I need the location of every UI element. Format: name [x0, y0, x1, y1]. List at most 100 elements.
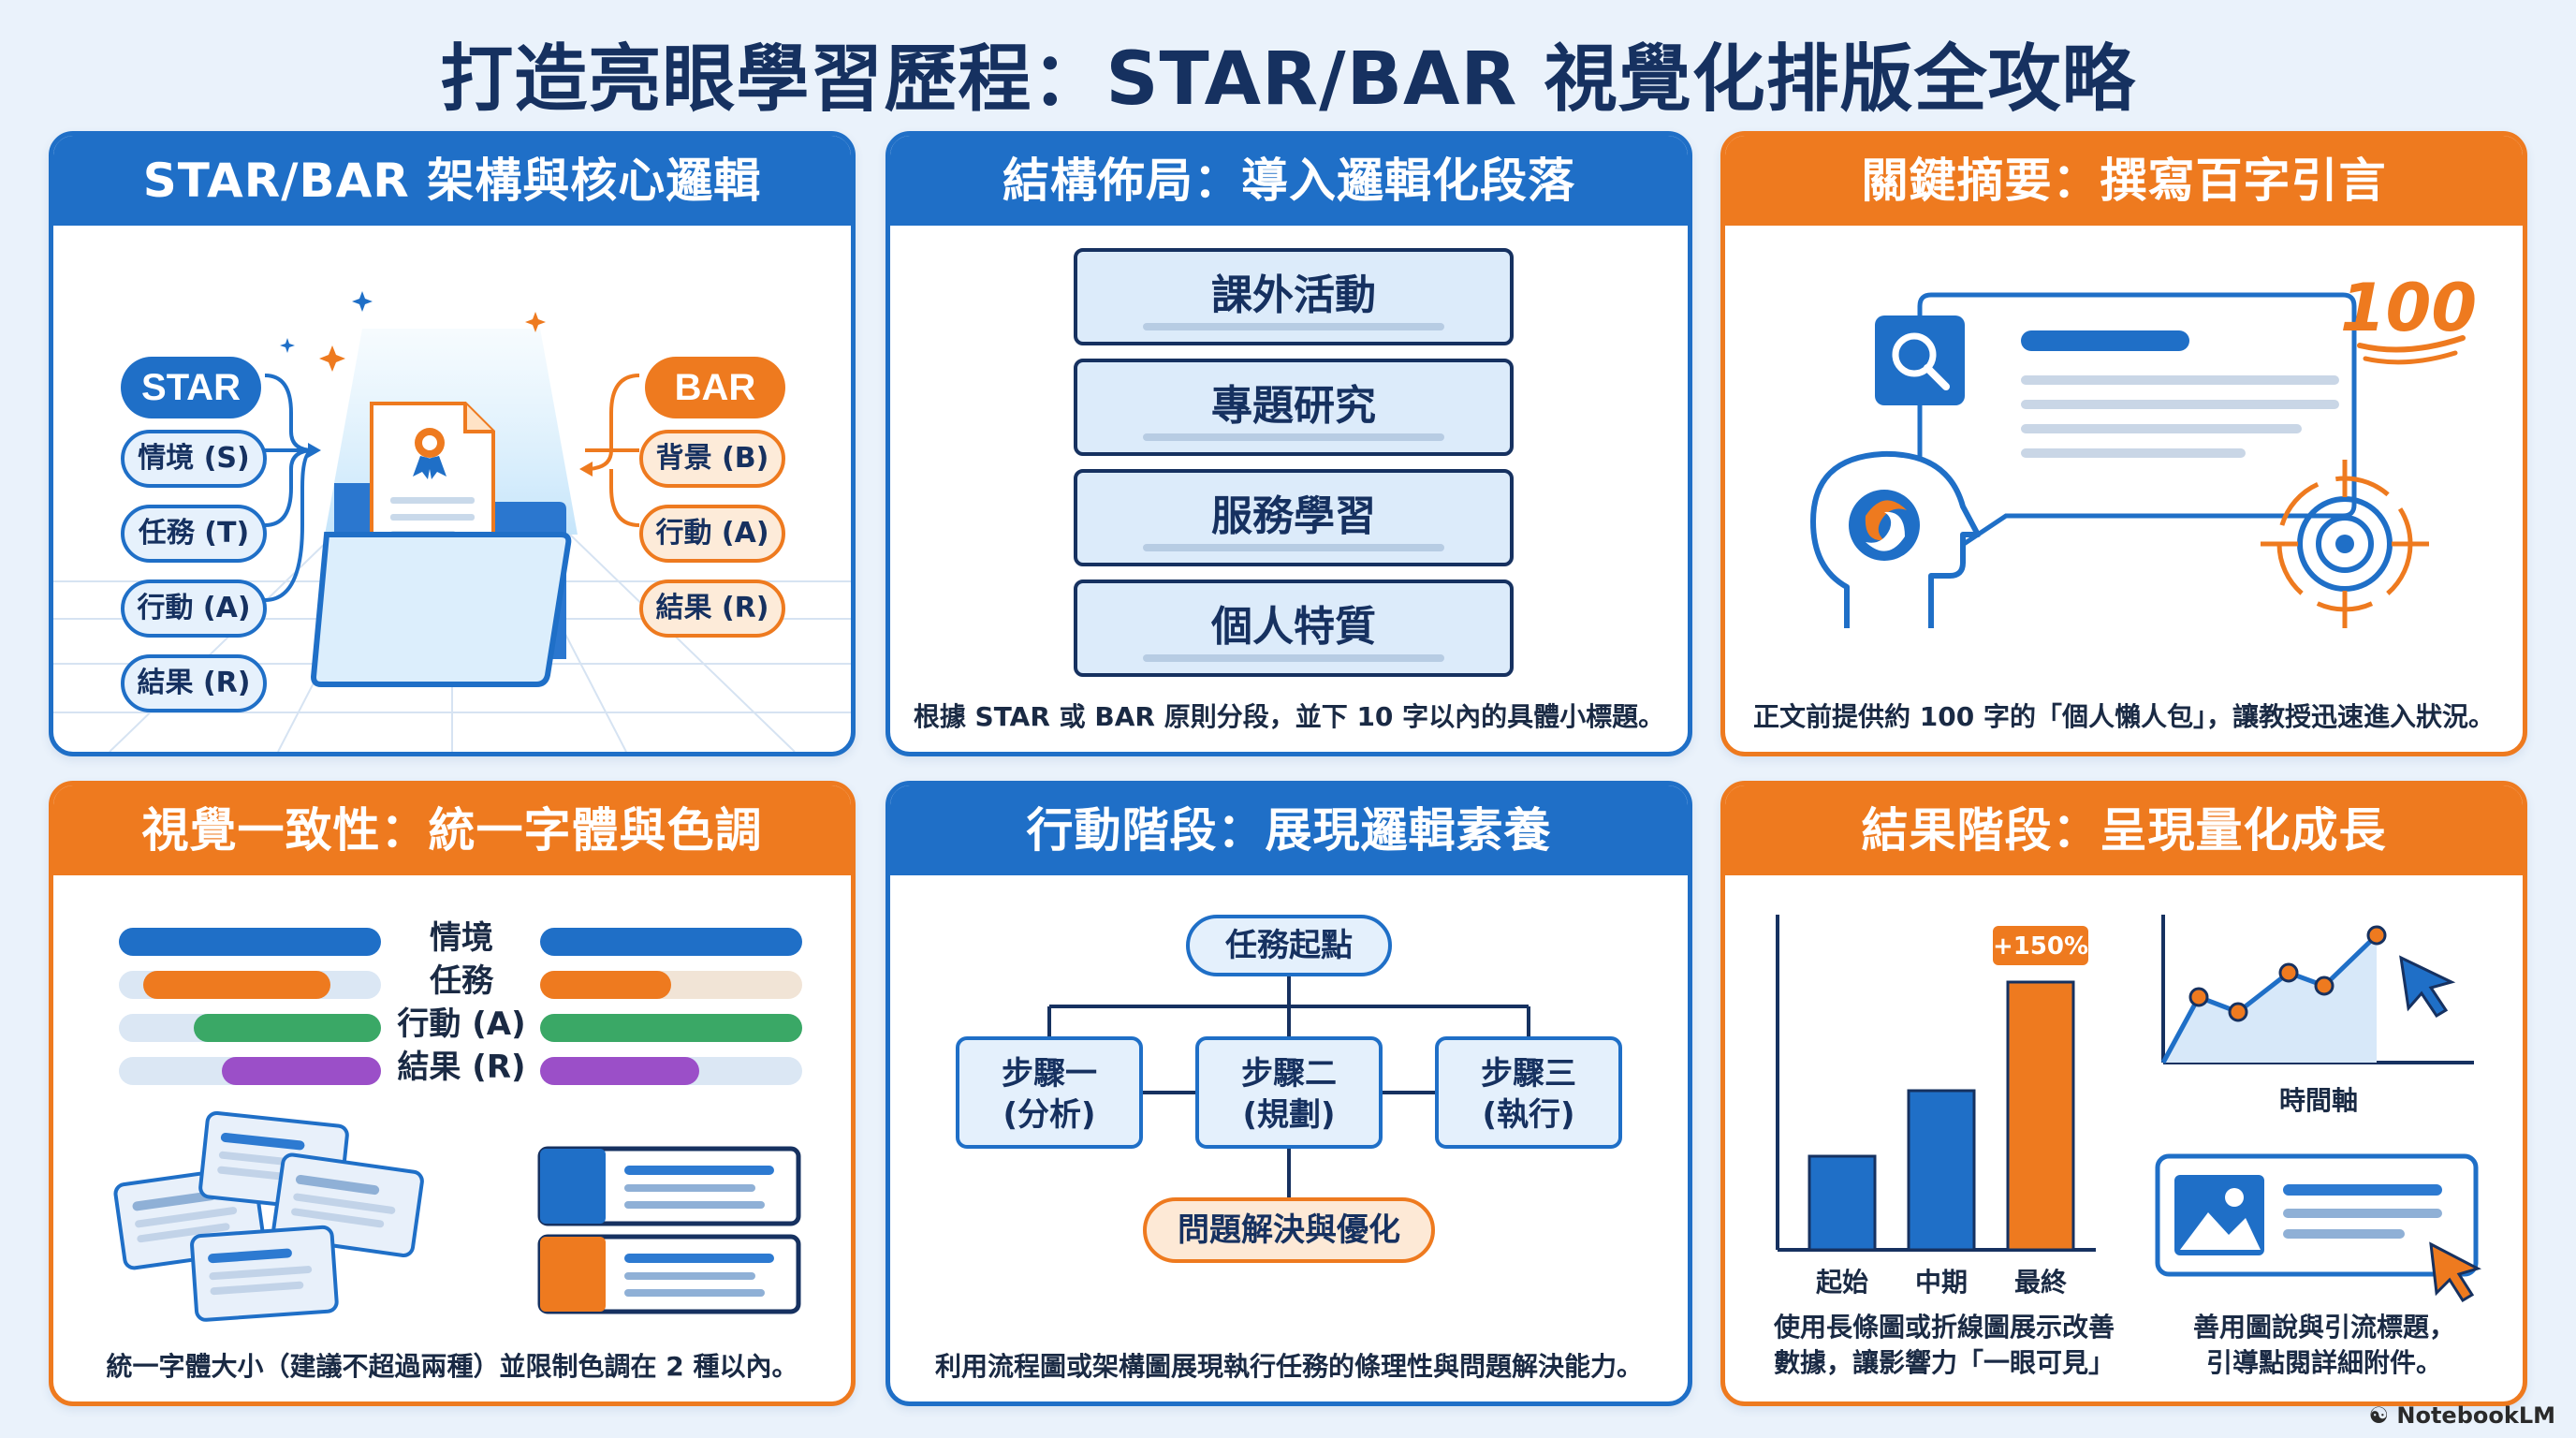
stage-label: 結果 (R)	[397, 1049, 526, 1086]
section-card-placeholder-line	[1143, 433, 1444, 441]
panel-visual-consistency: 視覺一致性：統一字體與色調	[49, 781, 856, 1406]
panel-caption: 統一字體大小（建議不超過兩種）並限制色調在 2 種以內。	[106, 1351, 798, 1382]
caption-line: 善用圖說與引流標題，	[2192, 1312, 2455, 1343]
star-item-pill: 結果 (R)	[121, 654, 267, 712]
panel-action-stage: 行動階段：展現邏輯素養 任務起點 步驟一 (分析) 步驟二 (規劃) 步驟三 (執行) 問…	[886, 781, 1692, 1406]
bar-final	[2006, 980, 2075, 1252]
panel-caption: 利用流程圖或架構圖展現執行任務的條理性與問題解決能力。	[934, 1351, 1643, 1382]
bar-item-pill: 行動 (A)	[639, 505, 785, 563]
arrow-right-icon	[308, 443, 321, 458]
line-point	[2228, 1002, 2248, 1022]
bar-start	[1808, 1154, 1877, 1252]
caption-left: 使用長條圖或折線圖展示改善 數據，讓影響力「一眼可見」	[1748, 1310, 2141, 1381]
hundred-points-badge: 100	[2340, 270, 2477, 365]
section-card-placeholder-line	[1143, 544, 1444, 551]
search-icon	[1875, 315, 1965, 405]
line-point	[2278, 962, 2299, 983]
section-card-placeholder-line	[1143, 654, 1444, 662]
section-card: 服務學習	[1074, 469, 1514, 566]
bar-axis-label: 最終	[2014, 1267, 2067, 1298]
growth-bar-chart: +150% 起始 中期 最終	[1776, 915, 2096, 1298]
star-item-pill: 情境 (S)	[121, 430, 267, 488]
panel-header: 視覺一致性：統一字體與色調	[53, 785, 851, 875]
panel-caption: 正文前提供約 100 字的「個人懶人包」，讓教授迅速進入狀況。	[1753, 701, 2495, 732]
star-heading-pill: STAR	[121, 357, 261, 418]
line-point	[2366, 925, 2387, 946]
panel-header: 結構佈局：導入邏輯化段落	[890, 136, 1688, 226]
messy-cards-illustration	[113, 1110, 424, 1322]
panel-result-stage: 結果階段：呈現量化成長 +150% 起始 中期 最終	[1720, 781, 2527, 1406]
section-card: 專題研究	[1074, 359, 1514, 456]
star-connector-lines	[264, 374, 315, 602]
sparkle-icon	[280, 291, 373, 353]
hundred-badge-text: 100	[2340, 270, 2477, 346]
bar-axis-label: 中期	[1915, 1267, 1968, 1298]
stage-label: 行動 (A)	[397, 1005, 526, 1043]
stage-label: 任務	[430, 962, 493, 1000]
flow-step-node: 步驟一 (分析)	[956, 1036, 1143, 1149]
bar-heading-pill: BAR	[645, 357, 785, 418]
notebooklm-logo-icon: ☯	[2368, 1402, 2390, 1429]
section-card-placeholder-line	[1143, 323, 1444, 330]
section-card: 個人特質	[1074, 580, 1514, 677]
flow-step-node: 步驟三 (執行)	[1435, 1036, 1622, 1149]
flow-end-node: 問題解決與優化	[1143, 1197, 1435, 1263]
consistency-illustration	[113, 928, 802, 1322]
watermark-text: NotebookLM	[2396, 1402, 2555, 1429]
panel-header: 結果階段：呈現量化成長	[1725, 785, 2523, 875]
panel-star-bar-framework: STAR/BAR 架構與核心邏輯	[49, 131, 856, 756]
bar-badge-text: +150%	[1993, 932, 2088, 961]
flow-step-title: 步驟一	[1002, 1055, 1097, 1093]
cursor-arrow-icon	[2429, 1241, 2481, 1303]
summary-illustration: 100	[1810, 270, 2477, 628]
flow-step-subtitle: (執行)	[1482, 1096, 1575, 1134]
caption-line: 引導點閱詳細附件。	[2205, 1347, 2442, 1378]
panel-header: 行動階段：展現邏輯素養	[890, 785, 1688, 875]
line-point	[2314, 976, 2334, 996]
caption-line: 數據，讓影響力「一眼可見」	[1773, 1347, 2115, 1378]
panel-caption: 根據 STAR 或 BAR 原則分段，並下 10 字以內的具體小標題。	[913, 701, 1665, 732]
framework-illustration	[53, 291, 851, 752]
bar-mid	[1907, 1089, 1976, 1252]
cursor-arrow-icon	[2399, 955, 2456, 1019]
notebooklm-watermark: ☯ NotebookLM	[2369, 1402, 2556, 1429]
bar-item-pill: 背景 (B)	[639, 430, 785, 488]
flow-step-subtitle: (分析)	[1003, 1096, 1096, 1134]
bar-axis-label: 起始	[1816, 1267, 1868, 1298]
line-axis-label: 時間軸	[2279, 1085, 2358, 1116]
result-illustration: +150% 起始 中期 最終 時間軸	[1776, 915, 2481, 1303]
sparkle-icon	[319, 312, 546, 372]
section-card-title: 服務學習	[1211, 492, 1376, 540]
flow-step-title: 步驟三	[1481, 1055, 1576, 1093]
panel-header: STAR/BAR 架構與核心邏輯	[53, 136, 851, 226]
growth-line-chart: 時間軸	[2160, 915, 2474, 1116]
flow-step-subtitle: (規劃)	[1242, 1096, 1336, 1134]
flow-start-node: 任務起點	[1186, 915, 1392, 976]
stage-label-list: 情境 任務 行動 (A) 結果 (R)	[387, 917, 536, 1089]
bar-item-pill: 結果 (R)	[639, 580, 785, 638]
target-icon	[2261, 460, 2429, 628]
tidy-cards-illustration	[537, 1146, 801, 1314]
flowchart-connectors	[1047, 976, 1530, 1197]
section-card-title: 專題研究	[1211, 382, 1376, 430]
page-title: 打造亮眼學習歷程：STAR/BAR 視覺化排版全攻略	[440, 37, 2136, 122]
folder-front-icon	[310, 532, 572, 687]
star-item-pill: 行動 (A)	[121, 580, 267, 638]
star-item-pill: 任務 (T)	[121, 505, 267, 563]
panel-key-summary: 關鍵摘要：撰寫百字引言 100	[1720, 131, 2527, 756]
panel-structure-layout: 結構佈局：導入邏輯化段落 課外活動專題研究服務學習個人特質 根據 STAR 或 …	[886, 131, 1692, 756]
head-brain-icon	[1810, 450, 1981, 628]
caption-right: 善用圖說與引流標題， 引導點閱詳細附件。	[2146, 1310, 2502, 1381]
image-caption-card	[2155, 1153, 2481, 1303]
section-card: 課外活動	[1074, 248, 1514, 345]
flow-step-title: 步驟二	[1241, 1055, 1337, 1093]
caption-line: 使用長條圖或折線圖展示改善	[1773, 1312, 2115, 1343]
line-point	[2188, 987, 2209, 1007]
stage-label: 情境	[430, 919, 493, 957]
section-card-title: 課外活動	[1211, 271, 1376, 319]
bar-connector-lines	[584, 374, 640, 527]
panel-header: 關鍵摘要：撰寫百字引言	[1725, 136, 2523, 226]
arrow-left-icon	[579, 462, 593, 477]
color-swatch-bars	[119, 928, 802, 1085]
flow-step-node: 步驟二 (規劃)	[1195, 1036, 1383, 1149]
